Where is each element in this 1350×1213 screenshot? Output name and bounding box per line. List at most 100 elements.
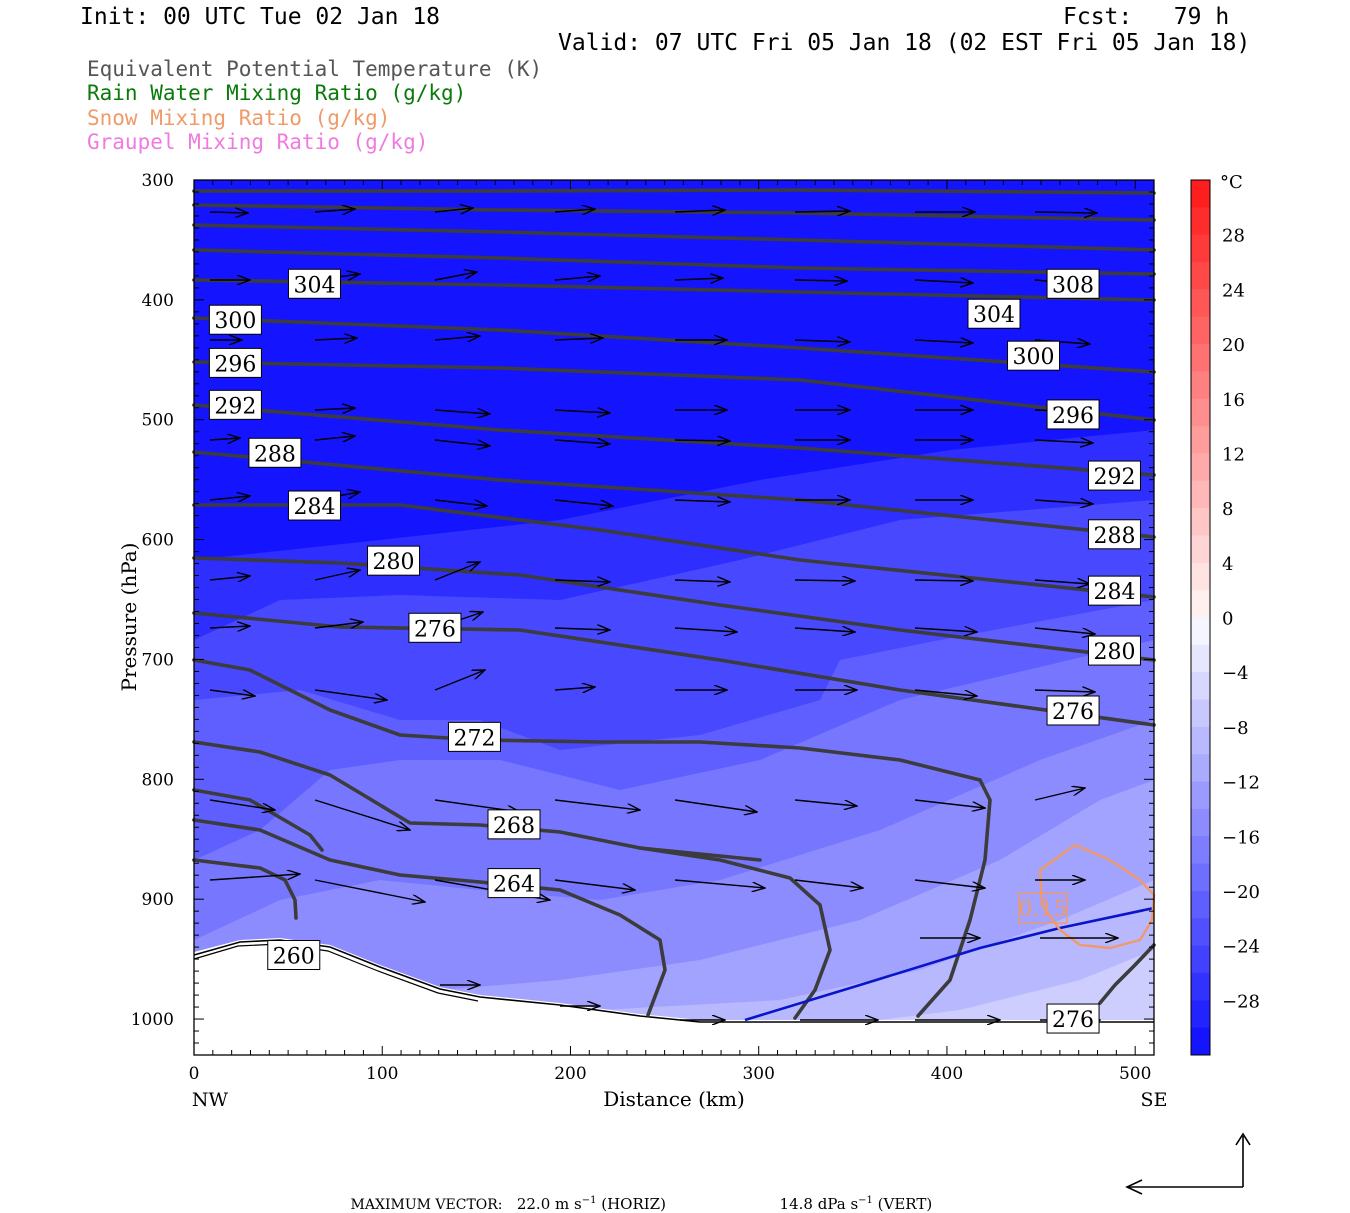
colorbar: 28 24 20 16 12 8 4 0 −4 −8 −12 −16 −20 −24 −28	[1190, 179, 1260, 1056]
legend-theta-e: Equivalent Potential Temperature (K)	[87, 57, 543, 81]
wind-vector	[554, 799, 640, 810]
theta-e-labels: 304 300 296 292 288 284 280 276 272 268 264 260 308 3…	[208, 268, 1141, 1034]
wind-vector	[434, 272, 477, 281]
colorbar-swatch	[1191, 453, 1210, 482]
wind-vector	[209, 576, 250, 580]
wind-vector	[314, 799, 410, 830]
wind-vector	[314, 408, 355, 410]
theta-e-label-box	[1087, 575, 1141, 606]
theta-e-label-box	[487, 868, 541, 899]
theta-e-contour-4	[192, 248, 1156, 276]
wind-vector	[314, 436, 355, 440]
theta-e-label-box	[287, 268, 341, 299]
wind-vector	[209, 689, 255, 696]
wind-vector	[1034, 340, 1090, 344]
colorbar-swatch	[1191, 371, 1210, 400]
x-tick-label: 100	[366, 1064, 398, 1084]
theta-e-label: 292	[1093, 465, 1135, 490]
wind-vector	[554, 628, 610, 630]
colorbar-unit: °C	[1220, 172, 1243, 193]
theta-e-label-box	[1007, 340, 1061, 371]
wind-vector	[674, 210, 725, 212]
wind-vector	[554, 440, 610, 444]
wind-vector	[1034, 500, 1093, 504]
wind-vector	[914, 799, 985, 808]
theta-e-contour-8	[192, 403, 1156, 477]
colorbar-swatch	[1191, 617, 1210, 646]
snow-contour	[1038, 843, 1156, 950]
theta-e-contour-7	[192, 360, 1156, 422]
y-tick-label: 500	[142, 411, 174, 431]
fill-region-7	[194, 880, 1154, 1055]
colorbar-tick-label: −28	[1222, 991, 1260, 1012]
theta-e-contour-6	[192, 316, 1156, 374]
colorbar-tick-label: 4	[1222, 554, 1233, 575]
theta-e-contour-17	[638, 846, 832, 1020]
wind-vector	[674, 500, 730, 502]
wind-vector	[914, 280, 973, 283]
theta-e-label-box	[408, 612, 462, 643]
wind-vector	[209, 874, 300, 881]
legend-snow: Snow Mixing Ratio (g/kg)	[87, 106, 391, 130]
colorbar-swatch	[1191, 863, 1210, 892]
colorbar-swatch	[1191, 945, 1210, 974]
wind-vector	[914, 689, 977, 696]
colorbar-tick-label: 20	[1222, 335, 1245, 356]
y-axis: 300 400 500 600 700 800 900 1000	[131, 171, 1154, 1056]
wind-vector	[794, 879, 863, 888]
max-vector-vert-tail: (VERT)	[872, 1195, 933, 1213]
theta-e-label-box	[447, 721, 501, 752]
colorbar-swatch	[1191, 316, 1210, 345]
theta-e-label: 304	[293, 273, 335, 298]
theta-e-label-box	[1046, 1003, 1100, 1034]
plot-frame	[193, 179, 1155, 1056]
colorbar-swatch	[1191, 918, 1210, 947]
theta-e-contour-3	[192, 223, 1156, 252]
theta-e-label: 260	[273, 945, 315, 970]
wind-vector	[314, 209, 355, 212]
wind-vector	[554, 687, 595, 690]
wind-vector	[209, 626, 250, 628]
terrain-line-upper	[193, 943, 479, 1002]
wind-vector	[794, 211, 850, 212]
wind-vector	[794, 280, 847, 281]
x-tick-label: 200	[554, 1064, 586, 1084]
theta-e-label: 292	[214, 394, 256, 419]
theta-e-label: 276	[1052, 700, 1094, 725]
legend-rain: Rain Water Mixing Ratio (g/kg)	[87, 81, 467, 105]
forecast-hour: Fcst: 79 h	[1063, 4, 1230, 30]
max-vector-horiz-tail: (HORIZ)	[596, 1195, 666, 1213]
wind-vector	[554, 338, 603, 340]
wind-vector	[314, 338, 357, 340]
wind-vector	[554, 499, 613, 506]
wind-vector	[1034, 627, 1095, 634]
max-vector-vert: 14.8 dPa s	[779, 1195, 859, 1213]
wind-vector	[314, 689, 387, 700]
max-vector-caption: MAXIMUM VECTOR: 22.0 m s−1 (HORIZ)	[341, 1177, 666, 1213]
x-tick-label: 500	[1119, 1064, 1151, 1084]
y-tick-label: 900	[142, 890, 174, 910]
colorbar-tick-label: 0	[1222, 609, 1233, 630]
colorbar-swatch	[1191, 207, 1210, 236]
theta-e-contour-18	[192, 858, 298, 920]
theta-e-contour-1	[192, 188, 1156, 195]
theta-e-label: 280	[373, 550, 415, 575]
wind-vector	[434, 439, 490, 446]
max-vector-label: MAXIMUM VECTOR:	[350, 1197, 503, 1213]
theta-e-contour-13	[192, 740, 762, 862]
theta-e-label-box	[1087, 460, 1141, 491]
wind-vector	[209, 438, 240, 440]
y-tick-label: 1000	[131, 1010, 174, 1030]
theta-e-label-box	[367, 545, 421, 576]
theta-e-contour-9	[192, 450, 1156, 539]
theta-e-label-box	[1046, 695, 1100, 726]
theta-e-label-box	[487, 809, 541, 840]
wind-vector	[674, 628, 737, 632]
wind-vector	[434, 499, 487, 506]
colorbar-swatch	[1191, 262, 1210, 290]
x-tick-label: 0	[189, 1064, 200, 1084]
wind-vector	[674, 580, 730, 582]
legend-graupel: Graupel Mixing Ratio (g/kg)	[87, 130, 429, 154]
wind-vector	[554, 879, 635, 890]
